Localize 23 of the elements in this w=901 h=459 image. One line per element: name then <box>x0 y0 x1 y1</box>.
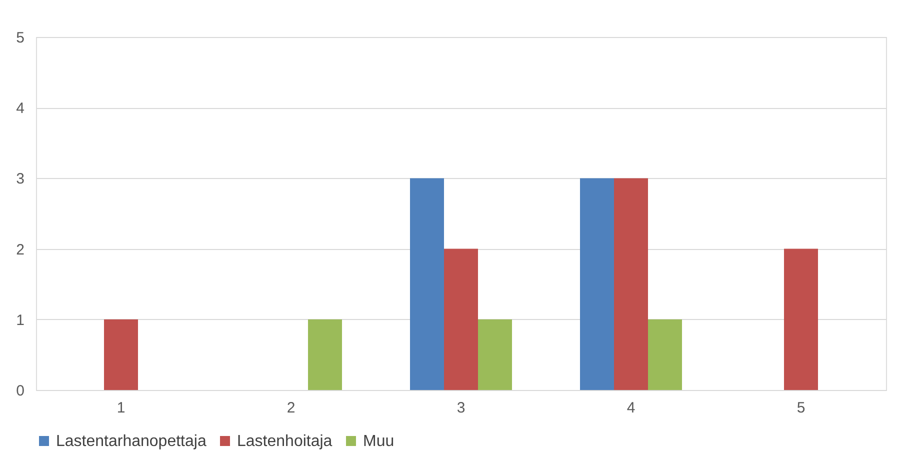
bar <box>784 248 818 390</box>
bar <box>478 319 512 390</box>
legend-label: Lastentarhanopettaja <box>56 433 206 450</box>
y-tick-label: 1 <box>16 312 24 329</box>
y-tick-label: 5 <box>16 30 24 46</box>
legend-label: Lastenhoitaja <box>237 433 332 450</box>
x-tick-label: 5 <box>796 400 806 416</box>
x-tick-label: 1 <box>116 400 126 416</box>
bar <box>308 319 342 390</box>
bar <box>580 178 614 390</box>
bar <box>648 319 682 390</box>
x-tick-label: 4 <box>626 400 636 416</box>
legend-label: Muu <box>363 433 394 450</box>
bar <box>104 319 138 390</box>
x-tick-label: 2 <box>286 400 296 416</box>
bar <box>444 248 478 390</box>
y-tick-label: 0 <box>16 382 24 400</box>
bar <box>614 178 648 390</box>
y-tick-label: 3 <box>16 170 24 188</box>
x-tick-label: 3 <box>456 400 466 416</box>
y-tick-label: 4 <box>16 100 24 118</box>
bar <box>410 178 444 390</box>
y-tick-label: 2 <box>16 241 24 258</box>
